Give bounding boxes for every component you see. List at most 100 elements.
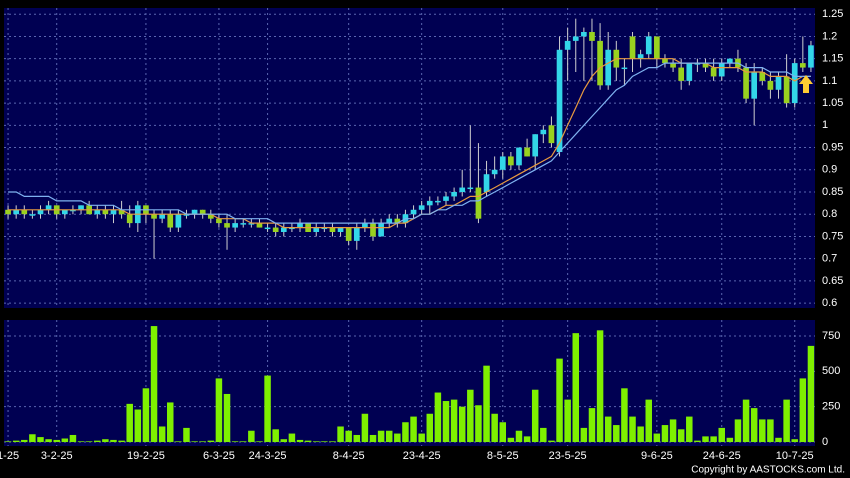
x-tick-label: 8-5-25 bbox=[487, 450, 519, 462]
candle-body bbox=[702, 63, 709, 68]
volume-bar bbox=[231, 441, 239, 443]
volume-bar bbox=[288, 433, 296, 443]
y-tick-label: 0.95 bbox=[822, 141, 843, 153]
candle-body bbox=[313, 227, 320, 232]
copyright: Copyright by AASTOCKS.com Ltd. bbox=[691, 465, 845, 476]
volume-bar bbox=[621, 388, 628, 443]
volume-bar bbox=[248, 430, 255, 443]
volume-bar bbox=[726, 437, 734, 443]
volume-bar bbox=[142, 388, 150, 443]
candle-body bbox=[94, 209, 101, 215]
volume-bar bbox=[775, 437, 782, 443]
candle-body bbox=[102, 209, 109, 215]
volume-bar bbox=[734, 419, 742, 443]
volume-bar bbox=[572, 333, 579, 443]
candle-body bbox=[443, 196, 449, 201]
volume-bar bbox=[523, 436, 531, 443]
volume-bar bbox=[134, 409, 142, 443]
y-tick-label: 1.15 bbox=[822, 53, 843, 65]
volume-bar bbox=[110, 439, 117, 443]
volume-bar bbox=[799, 378, 807, 443]
volume-bar bbox=[21, 439, 28, 443]
candle-body bbox=[13, 209, 20, 215]
x-tick-label: 19-2-25 bbox=[127, 450, 165, 462]
candle-body bbox=[151, 214, 157, 219]
volume-bar bbox=[158, 426, 166, 443]
candle-body bbox=[524, 147, 530, 157]
candle-body bbox=[654, 36, 660, 59]
volume-bar bbox=[645, 399, 652, 443]
candle-body bbox=[508, 156, 514, 166]
candle-body bbox=[159, 214, 165, 219]
candle-body bbox=[629, 36, 636, 59]
volume-bar bbox=[677, 429, 685, 443]
volume-bar bbox=[45, 439, 52, 443]
candle-body bbox=[70, 209, 76, 212]
volume-bar bbox=[85, 441, 93, 443]
volume-bar bbox=[29, 434, 36, 443]
volume-bar bbox=[191, 441, 198, 443]
volume-bar bbox=[337, 426, 344, 443]
candle-body bbox=[589, 32, 595, 41]
candle-body bbox=[386, 218, 393, 224]
candle-body bbox=[378, 223, 384, 237]
candle-body bbox=[337, 227, 344, 232]
volume-bar bbox=[61, 438, 69, 443]
candle-body bbox=[670, 63, 676, 68]
volume-bar bbox=[402, 422, 409, 443]
volume-bar bbox=[280, 439, 288, 443]
volume-bar bbox=[475, 405, 482, 443]
y-tick-label: 0.7 bbox=[822, 253, 837, 265]
volume-bar bbox=[515, 430, 523, 443]
volume-bar bbox=[215, 378, 223, 443]
candle-body bbox=[678, 67, 685, 81]
candle-body bbox=[694, 63, 701, 65]
y-tick-label: 1.25 bbox=[822, 8, 843, 20]
candle-body bbox=[264, 227, 271, 230]
x-tick-label: 23-4-25 bbox=[403, 450, 441, 462]
volume-bar bbox=[434, 392, 442, 443]
volume-bar bbox=[483, 365, 490, 443]
volume-bar bbox=[710, 436, 717, 443]
volume-bar bbox=[807, 345, 815, 443]
candle-body bbox=[686, 63, 693, 81]
volume-bar bbox=[491, 413, 498, 443]
volume-bar bbox=[767, 419, 774, 443]
volume-bar bbox=[580, 427, 588, 443]
volume-bar bbox=[4, 441, 12, 443]
volume-bar bbox=[604, 416, 612, 443]
y-tick-label: 0.65 bbox=[822, 275, 843, 287]
candle-body bbox=[572, 36, 579, 41]
candle-body bbox=[345, 227, 352, 241]
candle-body bbox=[199, 209, 206, 215]
candle-body bbox=[467, 187, 474, 190]
candle-body bbox=[29, 214, 36, 216]
volume-bar bbox=[175, 441, 182, 443]
candle-body bbox=[556, 49, 563, 152]
x-tick-label: 10-7-25 bbox=[776, 450, 814, 462]
signal-arrow bbox=[799, 75, 813, 93]
candle-body bbox=[808, 45, 814, 68]
volume-bar bbox=[345, 430, 352, 443]
volume-bar bbox=[150, 326, 158, 443]
volume-bar bbox=[353, 434, 361, 443]
candle-body bbox=[710, 67, 717, 77]
y-tick-label: 0.75 bbox=[822, 230, 843, 242]
volume-bar bbox=[596, 330, 604, 443]
candle-body bbox=[37, 209, 44, 215]
candle-body bbox=[126, 214, 133, 224]
volume-bar bbox=[369, 434, 377, 443]
candle-body bbox=[216, 218, 222, 224]
y-tick-label: 500 bbox=[822, 365, 840, 377]
volume-bar bbox=[12, 440, 20, 443]
candle-body bbox=[759, 72, 766, 81]
volume-bar bbox=[304, 440, 312, 443]
candle-body bbox=[175, 214, 182, 228]
x-tick-label: 24-3-25 bbox=[249, 450, 287, 462]
volume-bar bbox=[556, 358, 563, 443]
volume-bar bbox=[264, 375, 271, 443]
candle-body bbox=[329, 227, 336, 232]
volume-bar bbox=[94, 440, 101, 443]
candle-body bbox=[499, 156, 506, 170]
candle-body bbox=[564, 40, 571, 50]
